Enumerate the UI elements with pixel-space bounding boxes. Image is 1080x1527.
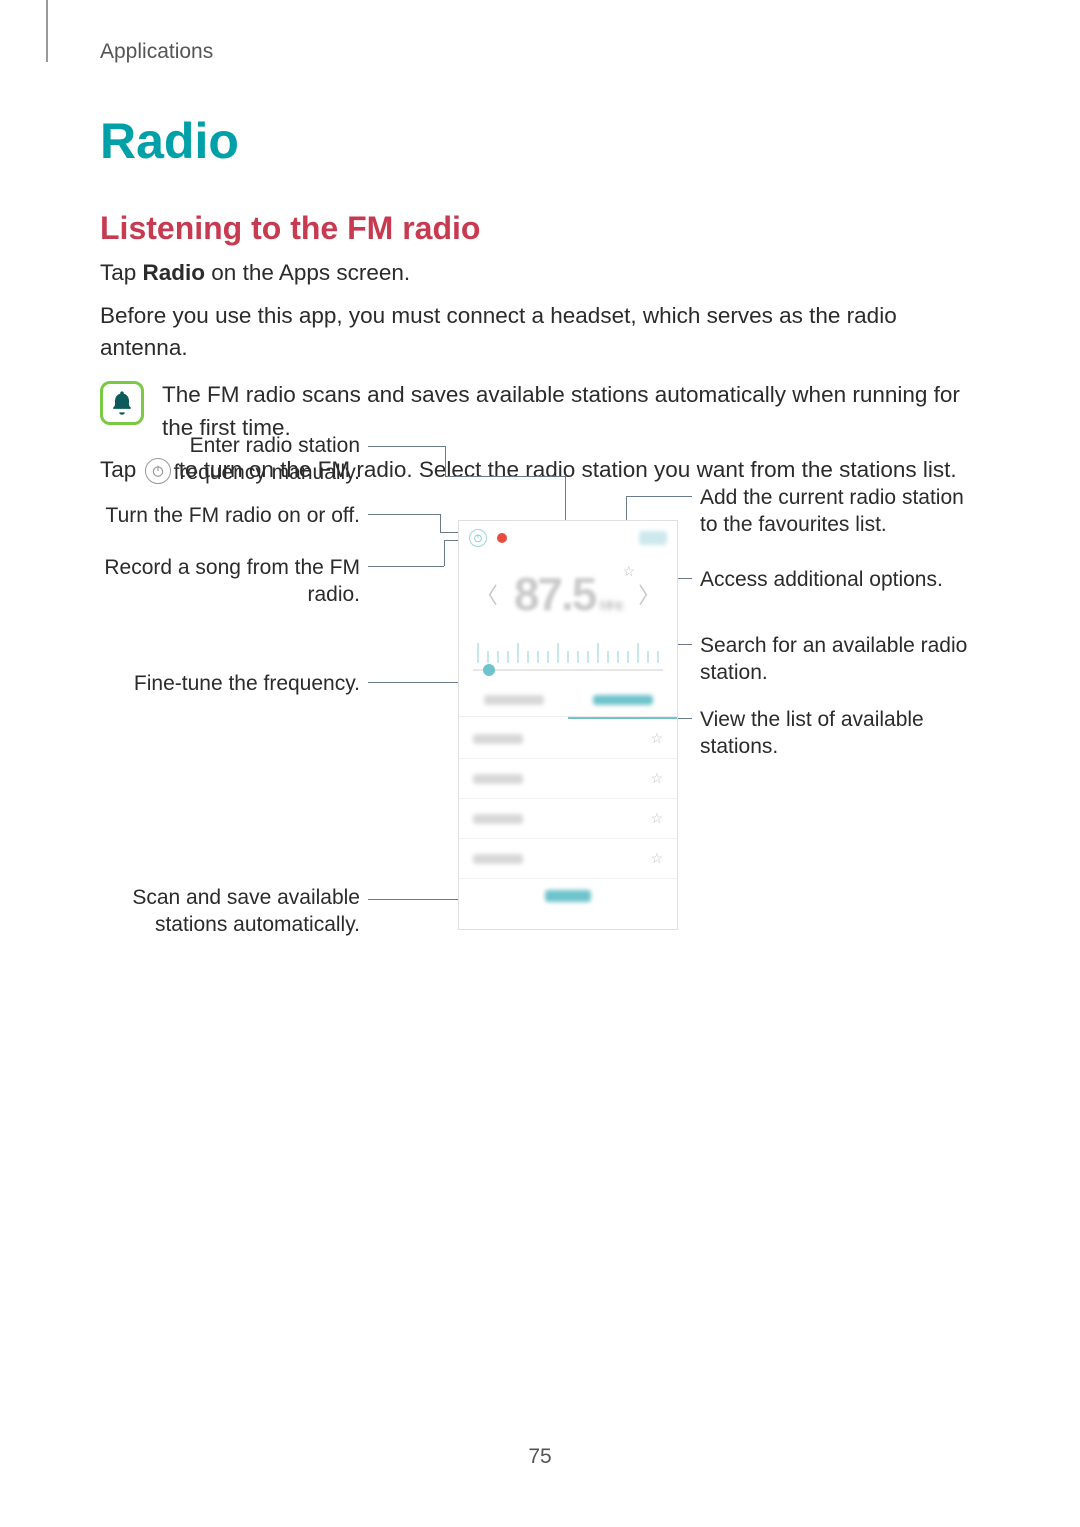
station-row[interactable]: ☆: [459, 719, 677, 759]
frequency-unit: MHz: [599, 597, 622, 613]
diagram-line: [368, 514, 440, 515]
star-outline-icon[interactable]: ☆: [650, 810, 663, 827]
star-outline-icon[interactable]: ☆: [650, 850, 663, 867]
diagram-line: [368, 446, 445, 447]
diagram-line: [368, 566, 444, 567]
callout-left-1: Enter radio station frequency manually.: [100, 432, 360, 487]
favourite-star-icon[interactable]: ☆: [622, 563, 635, 580]
chevron-right-icon[interactable]: 〉: [632, 578, 666, 610]
radio-topbar: [459, 521, 677, 555]
callout-left-2: Turn the FM radio on or off.: [100, 502, 360, 529]
radio-app-screenshot: ☆ 〈 87.5 MHz 〉: [458, 520, 678, 930]
frequency-row: ☆ 〈 87.5 MHz 〉: [459, 555, 677, 633]
station-row[interactable]: ☆: [459, 759, 677, 799]
callout-right-2: Access additional options.: [700, 566, 980, 593]
power-toggle-icon[interactable]: [469, 529, 487, 547]
tab-stations[interactable]: [568, 695, 677, 705]
diagram-line: [368, 682, 472, 683]
star-outline-icon[interactable]: ☆: [650, 730, 663, 747]
station-row[interactable]: ☆: [459, 799, 677, 839]
section-subtitle: Listening to the FM radio: [100, 210, 980, 247]
station-row[interactable]: ☆: [459, 839, 677, 879]
callout-left-4: Fine-tune the frequency.: [100, 670, 360, 697]
paragraph-2: Before you use this app, you must connec…: [100, 300, 980, 365]
text: on the Apps screen.: [205, 260, 410, 285]
chevron-left-icon[interactable]: 〈: [470, 578, 504, 610]
diagram-line: [445, 476, 565, 477]
paragraph-1: Tap Radio on the Apps screen.: [100, 257, 980, 290]
callout-left-3: Record a song from the FM radio.: [100, 554, 360, 609]
fine-tune-slider[interactable]: [473, 669, 663, 671]
bell-icon: [100, 381, 144, 425]
diagram-line: [440, 514, 441, 532]
radio-diagram: Enter radio station frequency manually. …: [100, 424, 980, 954]
station-tabs: [459, 683, 677, 717]
text-bold: Radio: [143, 260, 206, 285]
page-title: Radio: [100, 0, 980, 170]
star-outline-icon[interactable]: ☆: [650, 770, 663, 787]
record-icon[interactable]: [497, 533, 507, 543]
manual-page: Applications Radio Listening to the FM r…: [0, 0, 1080, 1527]
callout-right-4: View the list of available stations.: [700, 706, 980, 761]
side-rule: [46, 0, 48, 62]
callout-right-1: Add the current radio station to the fav…: [700, 484, 980, 539]
callout-right-3: Search for an available radio station.: [700, 632, 980, 687]
diagram-line: [444, 540, 445, 566]
tab-favourites[interactable]: [459, 695, 568, 705]
callout-left-5: Scan and save available stations automat…: [100, 884, 360, 939]
breadcrumb: Applications: [100, 40, 213, 64]
text: Tap: [100, 260, 143, 285]
frequency-value: 87.5: [514, 567, 596, 621]
diagram-line: [445, 446, 446, 476]
frequency-dial[interactable]: [459, 633, 677, 669]
diagram-line: [626, 496, 692, 497]
more-options-icon[interactable]: [639, 531, 667, 545]
scan-button[interactable]: [459, 879, 677, 913]
frequency-display[interactable]: 87.5 MHz: [514, 567, 622, 621]
slider-knob-icon[interactable]: [483, 664, 495, 676]
page-number: 75: [0, 1445, 1080, 1469]
